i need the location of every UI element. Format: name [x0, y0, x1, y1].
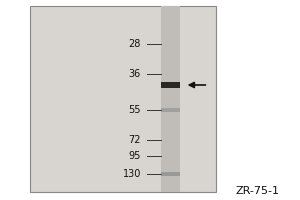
- Text: 95: 95: [129, 151, 141, 161]
- FancyBboxPatch shape: [0, 0, 30, 200]
- FancyBboxPatch shape: [160, 82, 180, 88]
- Text: 130: 130: [123, 169, 141, 179]
- FancyBboxPatch shape: [160, 172, 180, 176]
- Text: ZR-75-1: ZR-75-1: [236, 186, 280, 196]
- Text: 36: 36: [129, 69, 141, 79]
- FancyBboxPatch shape: [30, 6, 216, 192]
- FancyBboxPatch shape: [216, 0, 300, 200]
- Text: 72: 72: [128, 135, 141, 145]
- Text: 28: 28: [129, 39, 141, 49]
- Text: 55: 55: [128, 105, 141, 115]
- FancyBboxPatch shape: [160, 108, 180, 112]
- FancyBboxPatch shape: [160, 6, 180, 192]
